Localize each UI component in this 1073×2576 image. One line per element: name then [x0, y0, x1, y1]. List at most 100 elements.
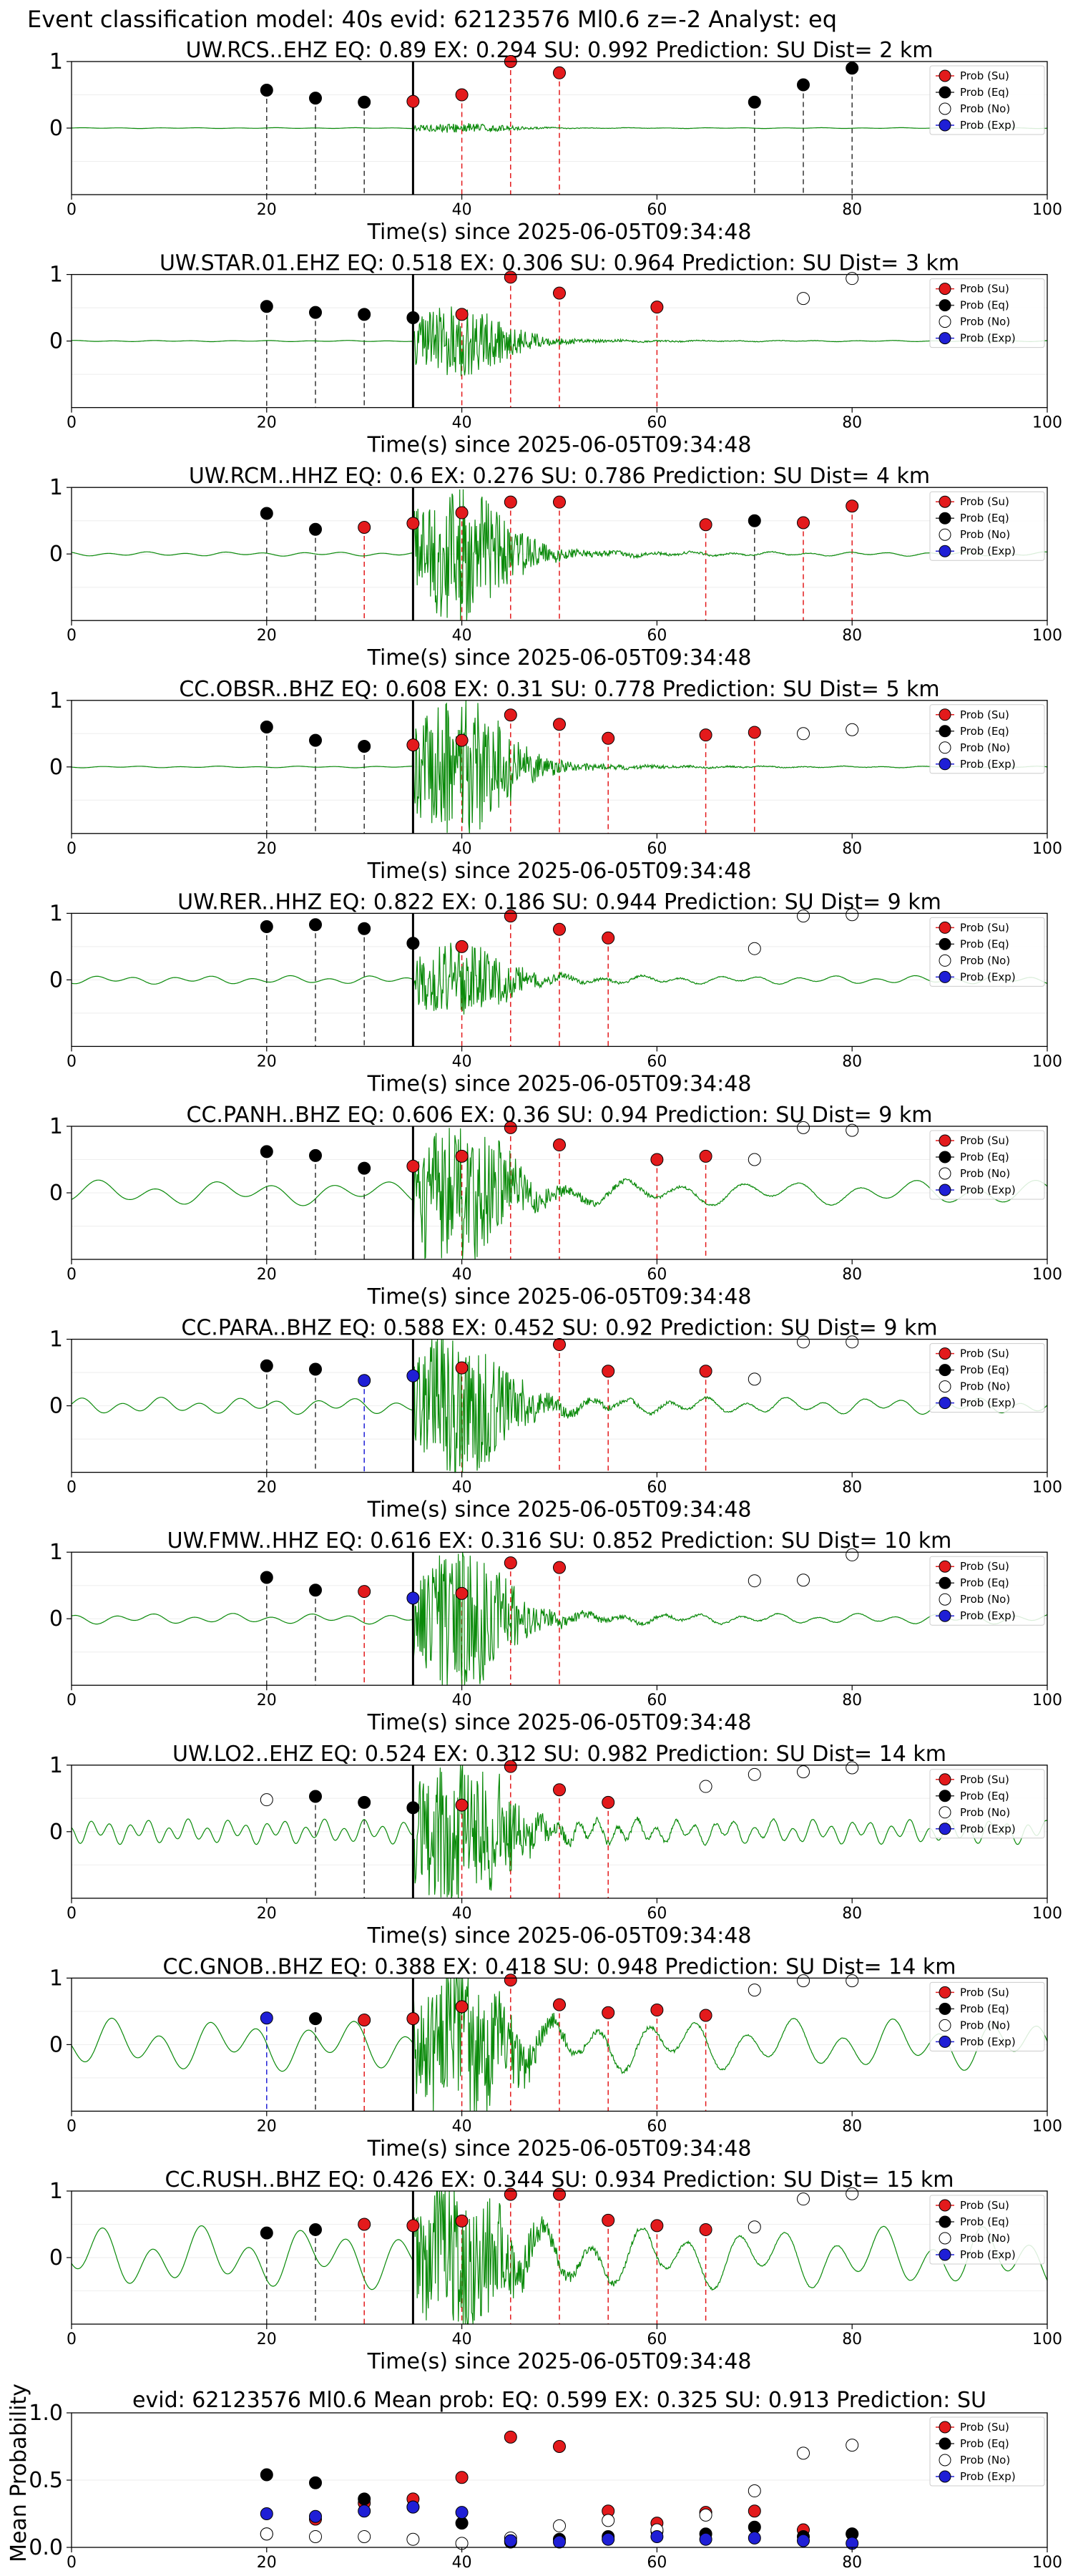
prob-marker-no — [797, 292, 810, 306]
x-tick-label: 100 — [1032, 840, 1062, 858]
x-axis-label: Time(s) since 2025-06-05T09:34:48 — [367, 2349, 752, 2374]
y-tick-label: 0 — [49, 116, 63, 141]
waveform-trace — [71, 1128, 1048, 1260]
prob-marker-eq — [309, 2012, 322, 2026]
prob-marker-su — [650, 1153, 664, 1166]
legend-label: Prob (No) — [960, 2454, 1010, 2467]
prob-marker-eq — [358, 922, 371, 935]
prob-marker-no — [846, 1335, 859, 1349]
prob-marker-su — [504, 708, 517, 722]
prob-marker-eq — [260, 300, 273, 313]
legend-marker-no — [939, 2454, 951, 2467]
mean-marker-no — [553, 2519, 566, 2532]
prob-marker-su — [406, 738, 420, 752]
prob-marker-su — [455, 308, 469, 321]
y-tick-label: 1 — [49, 2179, 63, 2204]
x-tick-label: 20 — [257, 2331, 277, 2348]
prob-marker-no — [846, 1761, 859, 1775]
prob-marker-eq — [309, 918, 322, 932]
x-tick-label: 100 — [1032, 1479, 1062, 1497]
station-panel: CC.PARA..BHZ EQ: 0.588 EX: 0.452 SU: 0.9… — [49, 1316, 1062, 1523]
x-tick-label: 100 — [1032, 2554, 1062, 2572]
mean-marker-exp — [748, 2531, 761, 2545]
legend-label: Prob (No) — [960, 1593, 1010, 1606]
legend-marker-su — [939, 1773, 951, 1786]
waveform-trace — [71, 123, 1047, 133]
legend-marker-eq — [939, 1364, 951, 1377]
mean-marker-no — [260, 2527, 273, 2541]
prob-marker-no — [748, 942, 761, 955]
prob-marker-su — [650, 301, 664, 314]
legend-marker-no — [939, 741, 951, 754]
legend-frame — [929, 1343, 1045, 1413]
x-axis-label: Time(s) since 2025-06-05T09:34:48 — [367, 220, 752, 245]
legend-label: Prob (Exp) — [960, 2248, 1016, 2261]
legend-marker-no — [939, 528, 951, 541]
prob-marker-su — [602, 1365, 615, 1378]
x-axis-label: Time(s) since 2025-06-05T09:34:48 — [367, 859, 752, 884]
prob-marker-su — [699, 518, 712, 532]
legend-label: Prob (No) — [960, 2232, 1010, 2245]
mean-marker-eq — [309, 2476, 322, 2489]
y-tick-label: 1 — [49, 1966, 63, 1991]
mean-marker-exp — [260, 2507, 273, 2520]
legend-label: Prob (Su) — [960, 708, 1009, 721]
legend-label: Prob (Eq) — [960, 1790, 1009, 1802]
prob-marker-su — [553, 1561, 566, 1574]
mean-marker-eq — [748, 2520, 761, 2534]
x-tick-label: 20 — [257, 1053, 277, 1070]
prob-marker-su — [650, 2219, 664, 2233]
x-tick-label: 0 — [67, 2554, 77, 2572]
legend-label: Prob (Exp) — [960, 1823, 1016, 1835]
legend-label: Prob (Su) — [960, 495, 1009, 508]
legend-marker-no — [939, 102, 951, 115]
prob-marker-su — [406, 1159, 420, 1173]
legend-marker-eq — [939, 86, 951, 99]
x-tick-label: 100 — [1032, 1905, 1062, 1923]
x-tick-label: 60 — [647, 2331, 667, 2348]
legend-marker-exp — [939, 1609, 951, 1622]
legend-label: Prob (Eq) — [960, 299, 1009, 312]
panel-title: CC.OBSR..BHZ EQ: 0.608 EX: 0.31 SU: 0.77… — [179, 677, 939, 702]
legend-marker-eq — [939, 2437, 951, 2450]
prob-marker-no — [748, 1372, 761, 1386]
mean-marker-exp — [309, 2509, 322, 2523]
y-tick-label: 1 — [49, 1114, 63, 1139]
prob-marker-su — [748, 726, 761, 739]
legend-label: Prob (No) — [960, 528, 1010, 541]
prob-marker-su — [504, 1974, 517, 1987]
prob-marker-exp — [260, 2011, 273, 2025]
x-tick-label: 0 — [67, 1479, 77, 1497]
prob-marker-eq — [358, 739, 371, 753]
mean-marker-exp — [504, 2534, 517, 2547]
legend-frame — [929, 2195, 1045, 2265]
x-tick-label: 60 — [647, 2554, 667, 2572]
legend-label: Prob (Eq) — [960, 937, 1009, 950]
prob-marker-su — [553, 1338, 566, 1352]
prob-marker-exp — [358, 1374, 371, 1387]
mean-marker-exp — [699, 2532, 712, 2546]
legend-frame — [929, 65, 1045, 135]
prob-marker-su — [553, 66, 566, 79]
legend-label: Prob (Exp) — [960, 332, 1016, 345]
prob-marker-eq — [406, 311, 420, 325]
prob-marker-no — [797, 727, 810, 741]
prob-marker-su — [504, 2187, 517, 2201]
legend-marker-su — [939, 1986, 951, 1999]
mean-marker-exp — [455, 2506, 469, 2519]
prob-marker-su — [553, 1138, 566, 1152]
x-tick-label: 40 — [452, 2117, 472, 2135]
legend-marker-su — [939, 1134, 951, 1147]
mean-marker-eq — [358, 2492, 371, 2506]
prob-marker-no — [797, 1335, 810, 1349]
waveform-trace — [71, 1552, 1048, 1686]
legend-marker-eq — [939, 2002, 951, 2015]
legend-label: Prob (Su) — [960, 1560, 1009, 1573]
y-tick-label: 0 — [49, 755, 63, 780]
legend-marker-eq — [939, 299, 951, 312]
legend-label: Prob (Exp) — [960, 545, 1016, 557]
mean-marker-exp — [358, 2504, 371, 2518]
x-tick-label: 20 — [257, 1479, 277, 1497]
prob-marker-su — [553, 495, 566, 509]
prob-marker-eq — [260, 1359, 273, 1372]
